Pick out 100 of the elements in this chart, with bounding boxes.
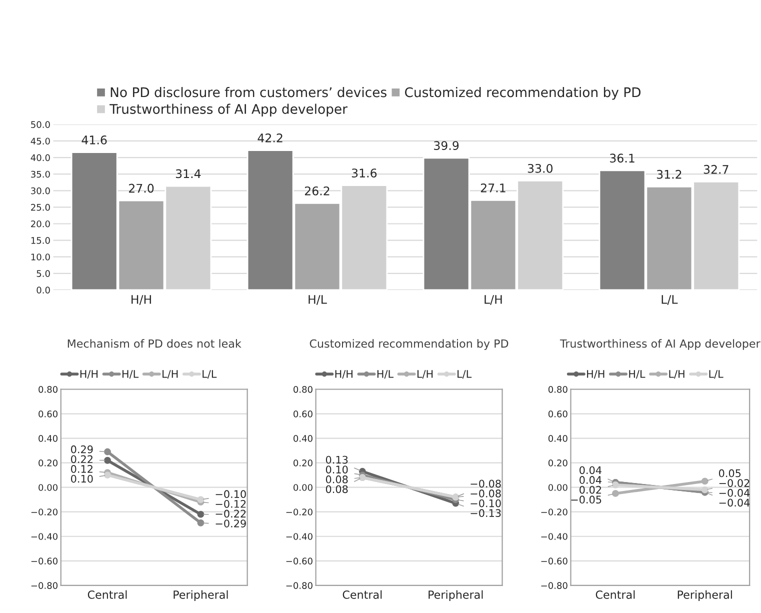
x-tick-label: L/H — [484, 295, 502, 305]
y-tick-label: 0.00 — [294, 484, 312, 491]
y-tick-label: −0.60 — [541, 558, 568, 564]
x-tick-label: Peripheral — [678, 590, 732, 602]
legend-label: L/H — [669, 370, 684, 379]
legend-label: No PD disclosure from customers’ devices — [110, 87, 386, 98]
legend-label: H/L — [377, 370, 394, 379]
chart-title: Mechanism of PD does not leak — [68, 339, 242, 348]
y-tick-label: −0.60 — [31, 558, 58, 564]
x-tick-label: H/L — [308, 295, 327, 305]
data-label: 0.04 — [580, 466, 602, 474]
data-label: 0.29 — [71, 445, 93, 454]
legend-label: H/H — [335, 370, 352, 379]
data-label: 31.4 — [176, 169, 201, 178]
y-tick-label: 0.40 — [38, 435, 58, 442]
data-label: −0.10 — [216, 490, 246, 498]
y-tick-label: 0.00 — [38, 484, 58, 491]
data-label: 0.02 — [580, 486, 602, 494]
legend-label: Customized recommendation by PD — [405, 87, 640, 100]
data-label: 32.7 — [704, 164, 728, 174]
data-label: 0.22 — [71, 455, 92, 464]
y-tick-label: 25.0 — [31, 204, 50, 211]
x-tick-label: Central — [342, 590, 382, 599]
y-tick-label: 0.20 — [294, 460, 312, 466]
data-label: −0.13 — [470, 509, 501, 518]
y-tick-label: 5.0 — [36, 270, 50, 277]
y-tick-label: 10.0 — [31, 254, 50, 260]
data-label: 31.6 — [352, 168, 377, 178]
data-label: 33.0 — [528, 164, 553, 173]
legend-label: L/H — [417, 370, 433, 379]
legend-label: L/L — [202, 370, 217, 379]
y-tick-label: −0.80 — [31, 582, 58, 589]
chart-title: Trustworthiness of AI App developer — [560, 339, 760, 350]
x-tick-label: Peripheral — [174, 590, 228, 602]
data-label: −0.29 — [216, 520, 246, 528]
x-tick-label: Central — [88, 590, 127, 599]
y-tick-label: 0.80 — [38, 386, 58, 393]
data-label: 31.2 — [656, 170, 682, 179]
y-tick-label: −0.80 — [541, 582, 568, 589]
y-tick-label: 0.20 — [548, 460, 568, 466]
y-tick-label: 0.00 — [548, 484, 568, 491]
data-label: 0.12 — [71, 465, 92, 473]
data-label: −0.22 — [216, 510, 246, 518]
y-tick-label: 0.60 — [294, 410, 312, 418]
legend-label: Trustworthiness of AI App developer — [110, 104, 348, 117]
y-tick-label: 50.0 — [31, 121, 50, 128]
y-tick-label: −0.60 — [286, 558, 312, 564]
data-label: 41.6 — [82, 135, 107, 144]
data-label: 0.10 — [326, 466, 348, 474]
y-tick-label: −0.20 — [286, 508, 312, 516]
data-label: 0.04 — [580, 476, 602, 484]
y-tick-label: 0.80 — [294, 386, 312, 393]
legend-label: H/H — [587, 370, 604, 379]
data-label: −0.12 — [216, 500, 246, 508]
data-label: −0.05 — [571, 496, 602, 504]
y-tick-label: 15.0 — [31, 237, 50, 244]
legend-label: H/H — [80, 370, 98, 379]
y-tick-label: 40.0 — [30, 154, 50, 162]
data-label: 0.08 — [326, 485, 348, 494]
data-label: 26.2 — [304, 186, 330, 196]
data-label: −0.04 — [719, 498, 750, 507]
data-label: 0.10 — [71, 474, 93, 483]
chart-title: Customized recommendation by PD — [310, 339, 508, 350]
x-tick-label: Peripheral — [428, 590, 483, 602]
y-tick-label: 0.60 — [38, 410, 58, 418]
data-label: −0.10 — [470, 499, 501, 508]
data-label: 27.0 — [128, 184, 154, 193]
data-label: −0.08 — [470, 490, 501, 498]
data-label: 27.1 — [480, 183, 506, 192]
y-tick-label: 45.0 — [30, 138, 50, 145]
data-label: −0.02 — [719, 479, 750, 487]
y-tick-label: 0.40 — [548, 435, 568, 442]
data-label: −0.04 — [719, 488, 750, 497]
y-tick-label: 20.0 — [31, 220, 50, 228]
x-tick-label: Central — [596, 590, 635, 599]
legend-label: L/L — [709, 370, 724, 379]
data-label: 0.08 — [326, 475, 348, 484]
data-label: 0.13 — [326, 456, 348, 464]
legend-label: L/H — [162, 370, 178, 379]
x-tick-label: L/L — [662, 295, 678, 305]
y-tick-label: −0.80 — [286, 582, 312, 589]
y-tick-label: −0.20 — [541, 508, 568, 516]
y-tick-label: −0.40 — [286, 533, 312, 540]
legend-label: H/L — [122, 370, 139, 379]
data-label: 0.05 — [718, 469, 741, 478]
data-label: 42.2 — [258, 133, 282, 142]
x-tick-label: H/H — [132, 295, 151, 305]
y-tick-label: −0.40 — [541, 533, 568, 540]
y-tick-label: −0.40 — [31, 533, 58, 540]
y-tick-label: 35.0 — [31, 170, 50, 178]
legend-label: L/L — [458, 370, 472, 379]
y-tick-label: 0.20 — [38, 460, 58, 466]
y-tick-label: 30.0 — [31, 187, 50, 194]
y-tick-label: −0.20 — [31, 508, 58, 516]
y-tick-label: 0.60 — [548, 410, 568, 418]
y-tick-label: 0.0 — [36, 286, 50, 294]
data-label: 39.9 — [434, 141, 459, 150]
legend-label: H/L — [629, 370, 646, 379]
y-tick-label: 0.80 — [548, 386, 568, 393]
data-label: 36.1 — [610, 154, 634, 163]
